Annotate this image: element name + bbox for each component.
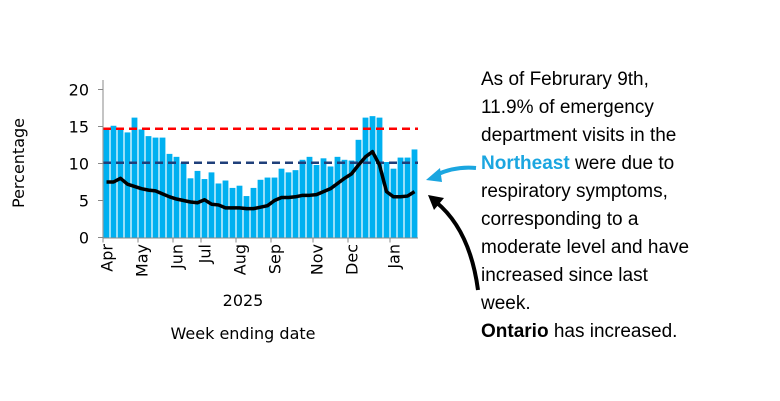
x-tick-label: Jan [385, 244, 404, 270]
x-tick-label: Jun [168, 244, 187, 270]
y-tick-label: 20 [69, 81, 89, 100]
bar [250, 187, 257, 238]
bar [138, 129, 145, 238]
bar [369, 116, 376, 238]
bar [355, 139, 362, 238]
arrow-to-ontario [428, 195, 480, 291]
bar [145, 136, 152, 238]
bar [131, 117, 138, 238]
line-ontario [106, 149, 416, 211]
annotation-line: 11.9% of emergency [481, 97, 654, 118]
bar [278, 168, 285, 238]
bar [285, 172, 292, 238]
y-tick-label: 10 [69, 155, 89, 174]
annotation-line: department visits in the [481, 125, 677, 146]
x-ticks: Apr May Jun Jul Aug Sep Nov Dec Jan [98, 237, 404, 277]
x-tick-label: Aug [231, 244, 250, 275]
bar [313, 164, 320, 238]
bar [383, 162, 390, 238]
x-tick-label: Nov [308, 244, 327, 275]
bar [320, 158, 327, 238]
bar [152, 137, 159, 238]
bar [390, 168, 397, 238]
x-axis-year: 2025 [223, 291, 264, 310]
annotation-text-part: has increased. [548, 321, 678, 342]
bar [341, 159, 348, 238]
bar [334, 156, 341, 238]
bar [306, 156, 313, 238]
annotation-line: respiratory symptoms, [481, 181, 668, 202]
region-name: Northeast [481, 153, 570, 174]
bar [348, 160, 355, 238]
x-tick-label: Jul [196, 244, 215, 264]
x-axis-title: Week ending date [171, 324, 316, 343]
bar [327, 166, 334, 238]
bar [159, 137, 166, 238]
bar [229, 187, 236, 238]
bar [187, 178, 194, 238]
bar [201, 179, 208, 238]
y-tick-label: 15 [69, 118, 89, 137]
bar [376, 117, 383, 238]
arrow-to-northeast [426, 165, 477, 182]
annotation-line: moderate level and have [481, 237, 690, 258]
bar [292, 170, 299, 238]
x-tick-label: May [133, 244, 152, 277]
annotation-line: week. [481, 293, 531, 314]
bar [264, 177, 271, 238]
threshold-lines [103, 127, 418, 165]
annotation-line: As of Februrary 9th, [481, 69, 649, 90]
bar [173, 156, 180, 238]
y-axis-title: Percentage [9, 118, 28, 208]
y-ticks: 0 5 10 15 20 [69, 81, 103, 248]
y-tick-label: 5 [79, 192, 89, 211]
province-name: Ontario [481, 321, 549, 342]
annotation-line: corresponding to a [481, 209, 639, 230]
annotation-text-part: were due to [569, 153, 675, 174]
x-tick-label: Sep [266, 244, 285, 274]
x-tick-label: Dec [343, 244, 362, 275]
bar [243, 196, 250, 238]
annotation-text: As of Februrary 9th, 11.9% of emergency … [481, 66, 776, 346]
annotation-line: Ontario has increased. [481, 318, 776, 346]
bar [271, 177, 278, 238]
bar [117, 129, 124, 238]
y-tick-label: 0 [79, 229, 89, 248]
bar [299, 159, 306, 238]
line-ontario-path [106, 149, 416, 211]
annotation-line: increased since last [481, 265, 648, 286]
bar [362, 117, 369, 238]
bars-northeast [103, 116, 418, 238]
bar [215, 183, 222, 238]
bar [236, 185, 243, 238]
annotation-line: Northeast were due to [481, 150, 776, 178]
x-tick-label: Apr [98, 244, 117, 272]
